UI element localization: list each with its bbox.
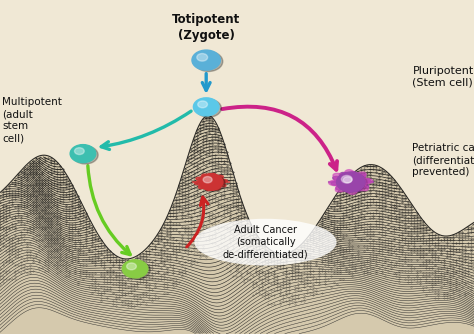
Polygon shape xyxy=(194,173,228,191)
Circle shape xyxy=(341,175,352,183)
Text: Petriatric cancer
(differentiation
prevented): Petriatric cancer (differentiation preve… xyxy=(412,143,474,177)
Circle shape xyxy=(192,50,220,70)
Circle shape xyxy=(70,145,96,163)
Circle shape xyxy=(125,261,150,279)
Circle shape xyxy=(196,99,221,117)
Circle shape xyxy=(339,174,362,190)
Polygon shape xyxy=(331,172,371,192)
Text: Totipotent
(Zygote): Totipotent (Zygote) xyxy=(172,13,240,42)
Circle shape xyxy=(337,172,365,192)
Polygon shape xyxy=(329,170,373,194)
Circle shape xyxy=(342,175,365,191)
Circle shape xyxy=(194,51,223,71)
Polygon shape xyxy=(0,116,474,334)
Circle shape xyxy=(343,177,352,183)
Circle shape xyxy=(198,101,208,108)
Text: Multipotent
(adult
stem
cell): Multipotent (adult stem cell) xyxy=(2,97,62,143)
Circle shape xyxy=(74,148,84,155)
Circle shape xyxy=(127,263,137,270)
Text: Adult Cancer
(somatically
de-differentiated): Adult Cancer (somatically de-differentia… xyxy=(223,225,308,259)
Circle shape xyxy=(339,173,367,193)
Circle shape xyxy=(73,146,98,164)
Circle shape xyxy=(197,53,208,61)
Circle shape xyxy=(203,176,212,183)
Circle shape xyxy=(201,175,225,192)
Circle shape xyxy=(193,98,219,116)
Circle shape xyxy=(199,174,223,190)
Ellipse shape xyxy=(194,219,337,266)
Text: Pluripotent
(Stem cell): Pluripotent (Stem cell) xyxy=(412,66,474,88)
Circle shape xyxy=(122,260,148,278)
